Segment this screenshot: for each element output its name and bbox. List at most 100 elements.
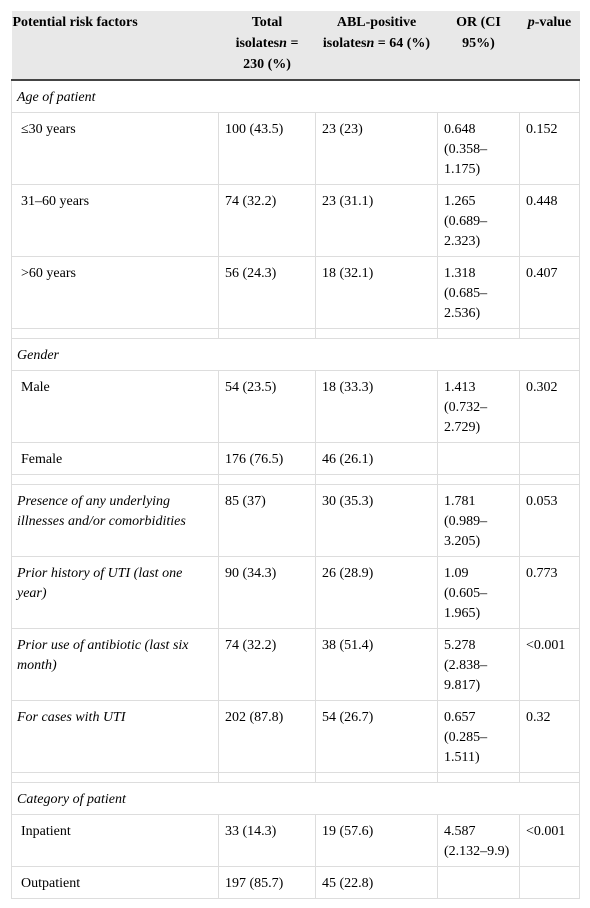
spacer-cell (218, 474, 316, 485)
cell: 0.302 (519, 370, 580, 443)
header-cell: OR (CI 95%) (437, 11, 520, 81)
cell: 4.587 (2.132–9.9) (437, 814, 520, 867)
row-label: ≤30 years (11, 112, 219, 185)
spacer-cell (437, 328, 520, 339)
cell: 1.413 (0.732–2.729) (437, 370, 520, 443)
spacer-cell (519, 772, 580, 783)
header-text: Total isolates (235, 15, 283, 51)
cell: 74 (32.2) (218, 628, 316, 701)
header-cell: p-value (519, 11, 580, 81)
cell: 19 (57.6) (315, 814, 438, 867)
data-row: 31–60 years 74 (32.2) 23 (31.1) 1.265 (0.68… (11, 184, 580, 257)
data-row: For cases with UTI 202 (87.8) 54 (26.7) 0.6… (11, 700, 580, 773)
header-cell: Potential risk factors (11, 11, 219, 81)
data-row: Prior history of UTI (last one year) 90 (… (11, 556, 580, 629)
section-row: Age of patient (11, 79, 580, 113)
header-text: = 64 (%) (374, 36, 431, 51)
header-row: Potential risk factors Total isolatesn = … (11, 11, 580, 81)
row-label: Female (11, 442, 219, 475)
cell: 0.053 (519, 484, 580, 557)
header-text: ABL-positive isolates (322, 15, 417, 51)
data-row: ≤30 years 100 (43.5) 23 (23) 0.648 (0.358–1… (11, 112, 580, 185)
empty-cell (437, 866, 520, 899)
cell: 0.407 (519, 256, 580, 329)
cell: 56 (24.3) (218, 256, 316, 329)
cell: 23 (23) (315, 112, 438, 185)
header-text: OR (CI 95%) (456, 15, 501, 51)
spacer-row (11, 772, 580, 783)
row-label: Outpatient (11, 866, 219, 899)
row-label: >60 years (11, 256, 219, 329)
cell: 33 (14.3) (218, 814, 316, 867)
cell: 0.448 (519, 184, 580, 257)
cell: 54 (23.5) (218, 370, 316, 443)
cell: 85 (37) (218, 484, 316, 557)
empty-cell (519, 866, 580, 899)
cell: 26 (28.9) (315, 556, 438, 629)
table-header: Potential risk factors Total isolatesn = … (11, 11, 580, 81)
spacer-cell (11, 772, 219, 783)
cell: 1.265 (0.689–2.323) (437, 184, 520, 257)
spacer-cell (519, 328, 580, 339)
data-row: Presence of any underlying illnesses and… (11, 484, 580, 557)
data-row: Female 176 (76.5) 46 (26.1) (11, 442, 580, 475)
cell: 46 (26.1) (315, 442, 438, 475)
spacer-cell (437, 474, 520, 485)
cell: 0.152 (519, 112, 580, 185)
section-row: Category of patient (11, 782, 580, 815)
cell: 30 (35.3) (315, 484, 438, 557)
empty-cell (519, 442, 580, 475)
cell: 18 (32.1) (315, 256, 438, 329)
header-text: n (279, 36, 287, 51)
cell: 0.648 (0.358–1.175) (437, 112, 520, 185)
section-label: Age of patient (11, 79, 580, 113)
spacer-cell (11, 474, 219, 485)
cell: 0.657 (0.285–1.511) (437, 700, 520, 773)
empty-cell (437, 442, 520, 475)
header-text: -value (534, 15, 572, 30)
spacer-cell (11, 328, 219, 339)
data-row: Prior use of antibiotic (last six month)… (11, 628, 580, 701)
header-cell: ABL-positive isolatesn = 64 (%) (315, 11, 438, 81)
cell: 176 (76.5) (218, 442, 316, 475)
section-row: Gender (11, 338, 580, 371)
header-text: p (527, 15, 535, 30)
row-label: Male (11, 370, 219, 443)
spacer-cell (315, 328, 438, 339)
cell: 202 (87.8) (218, 700, 316, 773)
cell: 5.278 (2.838–9.817) (437, 628, 520, 701)
spacer-row (11, 474, 580, 485)
spacer-cell (218, 772, 316, 783)
section-label: Gender (11, 338, 580, 371)
data-row: Outpatient 197 (85.7) 45 (22.8) (11, 866, 580, 899)
cell: <0.001 (519, 814, 580, 867)
spacer-cell (218, 328, 316, 339)
data-row: >60 years 56 (24.3) 18 (32.1) 1.318 (0.685–… (11, 256, 580, 329)
spacer-cell (315, 772, 438, 783)
cell: 197 (85.7) (218, 866, 316, 899)
header-text: Potential risk factors (12, 15, 138, 30)
data-row: Male 54 (23.5) 18 (33.3) 1.413 (0.732–2.729… (11, 370, 580, 443)
cell: 1.09 (0.605–1.965) (437, 556, 520, 629)
cell: 1.318 (0.685–2.536) (437, 256, 520, 329)
risk-table: Potential risk factors Total isolatesn = … (11, 11, 580, 899)
header-cell: Total isolatesn = 230 (%) (218, 11, 316, 81)
spacer-cell (315, 474, 438, 485)
cell: 74 (32.2) (218, 184, 316, 257)
section-label: Category of patient (11, 782, 580, 815)
row-label: Inpatient (11, 814, 219, 867)
spacer-row (11, 328, 580, 339)
row-label: 31–60 years (11, 184, 219, 257)
spacer-cell (437, 772, 520, 783)
cell: 23 (31.1) (315, 184, 438, 257)
header-text: n (366, 36, 375, 51)
cell: 0.32 (519, 700, 580, 773)
row-label: Presence of any underlying illnesses and… (11, 484, 219, 557)
spacer-cell (519, 474, 580, 485)
row-label: Prior history of UTI (last one year) (11, 556, 219, 629)
cell: 54 (26.7) (315, 700, 438, 773)
cell: 100 (43.5) (218, 112, 316, 185)
data-row: Inpatient 33 (14.3) 19 (57.6) 4.587 (2.132–… (11, 814, 580, 867)
cell: 45 (22.8) (315, 866, 438, 899)
cell: <0.001 (519, 628, 580, 701)
